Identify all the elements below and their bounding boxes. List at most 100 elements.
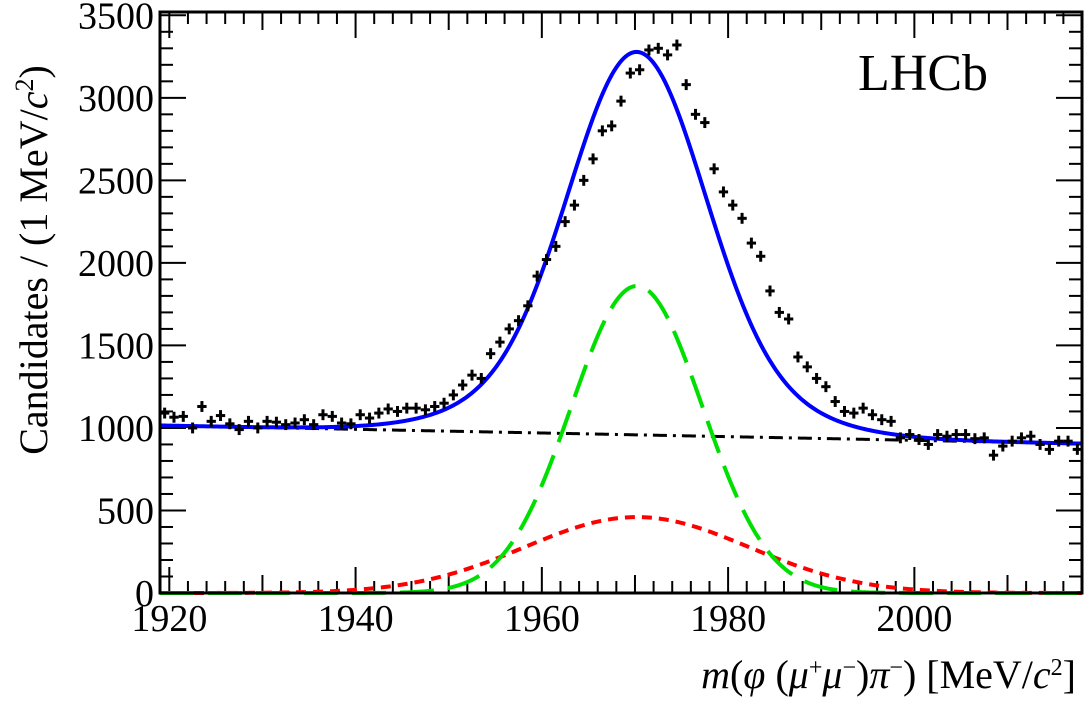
data-point bbox=[839, 405, 850, 417]
data-point bbox=[644, 44, 654, 56]
data-point bbox=[951, 429, 961, 440]
data-point bbox=[681, 79, 691, 91]
data-point bbox=[970, 433, 980, 445]
x-tick-label: 1920 bbox=[131, 598, 207, 640]
data-point bbox=[513, 315, 524, 327]
data-point bbox=[411, 402, 421, 414]
data-point bbox=[700, 117, 710, 129]
data-point bbox=[960, 429, 971, 440]
data-point bbox=[616, 95, 626, 107]
data-point bbox=[439, 397, 449, 409]
data-point bbox=[662, 49, 673, 61]
data-point bbox=[402, 402, 412, 414]
data-point bbox=[942, 430, 952, 442]
data-point bbox=[830, 396, 840, 407]
data-point bbox=[290, 417, 300, 429]
data-point bbox=[262, 415, 272, 427]
data-point bbox=[979, 432, 989, 444]
data-point bbox=[625, 67, 635, 79]
data-point bbox=[271, 416, 282, 428]
data-point bbox=[569, 199, 580, 211]
data-point bbox=[504, 323, 514, 335]
data-point bbox=[364, 412, 375, 424]
data-point bbox=[169, 411, 179, 423]
data-point bbox=[392, 405, 403, 417]
y-axis-ticks: 0 500 1000 1500 2000 2500 3000 3500 bbox=[78, 0, 1082, 615]
data-point bbox=[867, 409, 878, 421]
data-point bbox=[988, 449, 999, 461]
data-point bbox=[1035, 439, 1045, 450]
y-axis-title: Candidates / (1 MeV/c2) bbox=[10, 65, 57, 455]
y-tick-label: 2000 bbox=[78, 243, 154, 285]
data-points bbox=[160, 39, 1082, 461]
data-point bbox=[793, 351, 803, 363]
data-point bbox=[1054, 435, 1064, 447]
data-point bbox=[579, 174, 589, 186]
data-point bbox=[1063, 435, 1073, 447]
data-point bbox=[811, 372, 822, 384]
data-point bbox=[886, 415, 896, 427]
data-point bbox=[932, 429, 943, 440]
data-point bbox=[197, 401, 207, 412]
data-point bbox=[318, 409, 328, 421]
data-point bbox=[821, 381, 831, 393]
data-point bbox=[1016, 432, 1027, 444]
x-tick-label: 1940 bbox=[318, 598, 394, 640]
data-point bbox=[905, 429, 915, 440]
data-point bbox=[234, 424, 244, 436]
data-point bbox=[877, 414, 887, 426]
data-point bbox=[160, 407, 170, 419]
data-point bbox=[1007, 435, 1017, 447]
data-point bbox=[532, 270, 542, 282]
y-tick-label: 3000 bbox=[78, 78, 154, 120]
data-point bbox=[802, 361, 812, 373]
data-point bbox=[309, 419, 319, 431]
data-point bbox=[597, 125, 608, 137]
data-point bbox=[523, 300, 533, 312]
lhcb-label: LHCb bbox=[858, 45, 988, 102]
y-tick-label: 1000 bbox=[78, 408, 154, 450]
data-point bbox=[458, 379, 468, 391]
data-point bbox=[541, 254, 552, 266]
data-point bbox=[709, 163, 719, 175]
data-point bbox=[187, 422, 198, 434]
y-tick-label: 500 bbox=[97, 490, 154, 532]
data-point bbox=[476, 372, 486, 384]
data-point bbox=[448, 389, 459, 401]
data-point bbox=[327, 410, 337, 422]
data-point bbox=[653, 42, 663, 54]
data-point bbox=[774, 306, 784, 318]
data-point bbox=[718, 186, 729, 198]
fit-curves bbox=[159, 49, 1083, 595]
data-point bbox=[551, 240, 561, 252]
y-tick-label: 2500 bbox=[78, 160, 154, 202]
data-point bbox=[765, 285, 775, 297]
data-point bbox=[495, 336, 505, 348]
data-point bbox=[1026, 430, 1036, 442]
data-point bbox=[206, 415, 216, 427]
data-point bbox=[430, 401, 440, 412]
data-point bbox=[690, 108, 701, 120]
data-point bbox=[225, 418, 235, 430]
total-fit-curve bbox=[159, 49, 1083, 446]
data-point bbox=[737, 212, 747, 224]
data-point bbox=[299, 414, 310, 426]
y-tick-label: 1500 bbox=[78, 325, 154, 367]
x-axis-title: m(φ (μ+μ−)π−) [MeV/c2] bbox=[701, 652, 1076, 697]
data-point bbox=[281, 419, 291, 431]
data-point bbox=[253, 422, 263, 434]
data-point bbox=[383, 403, 393, 415]
data-point bbox=[998, 440, 1008, 452]
data-point bbox=[560, 216, 570, 228]
data-point bbox=[243, 415, 254, 427]
data-point bbox=[895, 432, 906, 444]
data-point bbox=[336, 417, 347, 429]
x-tick-label: 1960 bbox=[504, 598, 580, 640]
data-point bbox=[1072, 443, 1082, 455]
data-point bbox=[858, 402, 868, 414]
data-point bbox=[756, 250, 766, 262]
data-point bbox=[178, 410, 188, 422]
data-point bbox=[420, 404, 431, 416]
plot-frame bbox=[158, 10, 1084, 595]
